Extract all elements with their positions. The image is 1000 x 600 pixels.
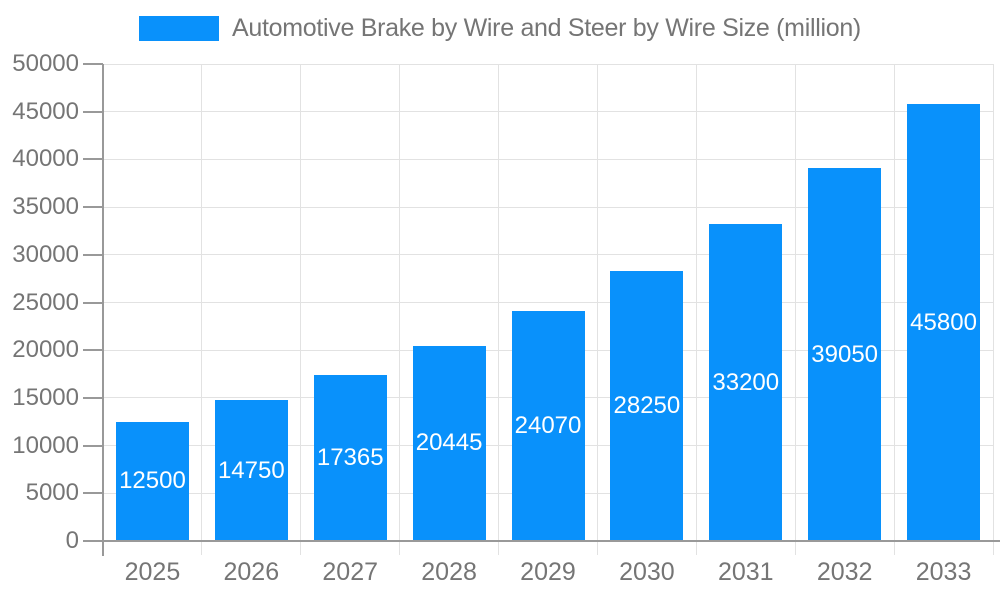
bar-2026[interactable]	[214, 400, 288, 541]
x-axis-line	[102, 540, 1000, 542]
x-gridline	[695, 64, 697, 555]
bar-value-label: 24070	[514, 412, 582, 440]
y-axis-tick-label: 0	[65, 527, 79, 554]
legend: Automotive Brake by Wire and Steer by Wi…	[0, 14, 1000, 43]
x-axis-tick-label: 2025	[124, 558, 181, 586]
plot-area: 0 5000 10000 15000 20000 25000 30000 35000 40000…	[12, 50, 1000, 586]
x-axis-tick-label: 2033	[915, 558, 972, 586]
y-axis-tick-label: 10000	[12, 431, 79, 459]
y-axis-tick	[83, 492, 103, 495]
x-gridline	[992, 64, 994, 555]
y-axis-tick	[83, 444, 103, 447]
y-axis-tick	[83, 301, 103, 304]
y-axis-tick	[83, 110, 103, 113]
y-axis-tick	[83, 158, 103, 161]
x-axis-tick-label: 2029	[520, 558, 576, 586]
legend-item[interactable]: Automotive Brake by Wire and Steer by Wi…	[139, 14, 861, 43]
y-axis-tick-label: 5000	[25, 479, 79, 507]
bar-value-label: 20445	[415, 429, 483, 457]
y-axis-tick-label: 30000	[12, 240, 79, 268]
bar-value-label: 17365	[316, 444, 384, 472]
bar-value-label: 33200	[712, 368, 780, 396]
x-axis-tick-label: 2032	[816, 558, 873, 586]
y-axis-line	[102, 64, 104, 556]
x-gridline	[794, 64, 796, 555]
x-gridline	[201, 64, 203, 555]
y-axis-tick	[83, 206, 103, 209]
x-gridline	[300, 64, 302, 555]
y-gridline	[103, 63, 993, 65]
bar-value-label: 39050	[811, 340, 879, 368]
y-axis-tick-label: 35000	[12, 193, 79, 221]
bar-2033[interactable]	[907, 104, 981, 541]
y-axis-tick	[83, 253, 103, 256]
y-axis-tick	[83, 396, 103, 399]
x-axis-tick-label: 2028	[421, 558, 477, 586]
bar-2031[interactable]	[709, 224, 783, 541]
x-axis-tick-label: 2030	[619, 558, 675, 586]
y-gridline	[103, 111, 993, 113]
y-gridline	[103, 302, 993, 303]
y-axis-tick-label: 20000	[12, 336, 79, 364]
y-axis-tick-label: 15000	[12, 383, 79, 411]
y-axis-tick	[83, 63, 103, 65]
y-axis-tick	[83, 349, 103, 352]
y-gridline	[103, 158, 993, 160]
bar-value-label: 12500	[119, 467, 186, 495]
x-axis-tick-label: 2026	[223, 558, 280, 586]
y-axis-tick-label: 45000	[12, 97, 79, 125]
x-gridline	[893, 64, 895, 555]
bar-2029[interactable]	[511, 311, 585, 541]
y-gridline	[103, 254, 993, 256]
x-gridline	[399, 64, 401, 555]
bar-2027[interactable]	[313, 375, 387, 541]
x-gridline	[498, 64, 500, 555]
y-axis-tick-label: 50000	[12, 50, 79, 77]
bar-2030[interactable]	[610, 271, 684, 541]
x-axis-tick-label: 2031	[717, 558, 774, 586]
bar-value-label: 28250	[613, 392, 681, 420]
x-gridline	[596, 64, 598, 555]
x-axis-tick-label: 2027	[322, 558, 379, 586]
bar-2025[interactable]	[115, 421, 189, 541]
bar-2032[interactable]	[808, 168, 882, 541]
y-gridline	[103, 206, 993, 208]
y-axis-tick-label: 40000	[12, 145, 79, 173]
y-axis-tick-label: 25000	[12, 288, 79, 316]
legend-swatch-icon	[139, 16, 220, 41]
bar-value-label: 45800	[910, 308, 977, 336]
bar-value-label: 14750	[217, 456, 285, 484]
bar-2028[interactable]	[412, 345, 486, 541]
y-axis-tick	[83, 540, 103, 542]
legend-label: Automotive Brake by Wire and Steer by Wi…	[232, 14, 861, 42]
